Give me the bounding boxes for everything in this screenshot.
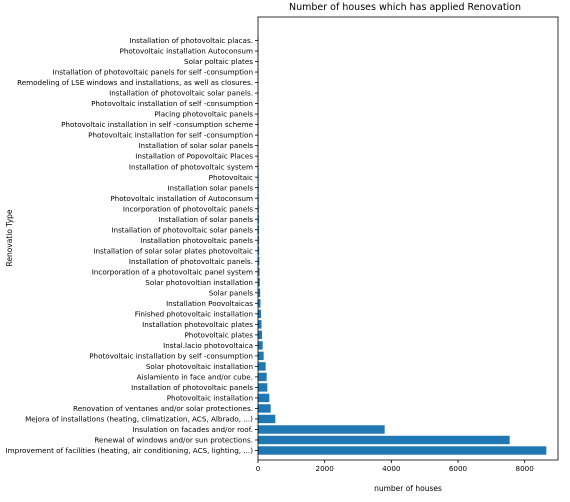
x-tick-label: 6000 <box>449 464 468 473</box>
bar <box>258 362 266 371</box>
bar <box>258 278 260 287</box>
category-label: Installation of solar panels <box>158 215 253 224</box>
category-label: Installation of photovoltaic solar panel… <box>111 225 253 234</box>
category-label: Installation photovoltaic panels <box>140 236 253 245</box>
x-tick-label: 2000 <box>316 464 335 473</box>
bar <box>258 225 259 234</box>
bar <box>258 246 260 255</box>
bar <box>258 383 268 392</box>
category-label: Installation of photovoltaic panels for … <box>53 68 253 77</box>
category-label: Installation of solar solar panels <box>138 141 253 150</box>
bar <box>258 393 270 403</box>
category-label: Solar photovoltian installation <box>145 278 253 287</box>
category-label: Installation of Popovoltaic Places <box>135 152 253 161</box>
category-label: Solar panels <box>209 288 254 297</box>
category-label: Photovoltaic installation by self -consu… <box>89 351 253 360</box>
category-label: Mejora of installations (heating, climat… <box>25 415 253 424</box>
bar <box>258 425 385 434</box>
bar <box>258 215 259 224</box>
category-label: Photovoltaic installation for self -cons… <box>88 131 253 140</box>
plot-frame <box>257 16 559 461</box>
category-label: Improvement of facilities (heating, air … <box>6 446 254 455</box>
bar <box>258 446 547 455</box>
category-label: Incorporation of photovoltaic panels <box>123 204 253 213</box>
category-label: Renewal of windows and/or sun protection… <box>94 436 253 445</box>
category-label: Installation photovoltaic plates <box>142 320 253 329</box>
category-label: Photovoltaic installation of self -consu… <box>91 99 253 108</box>
bars-layer <box>258 36 547 455</box>
category-label: Photovoltaic installation in self -consu… <box>61 120 253 129</box>
x-tick-label: 0 <box>256 464 261 473</box>
bar <box>258 267 260 276</box>
category-label: Solar poltaic plates <box>184 57 253 66</box>
bar <box>258 320 262 329</box>
bar <box>258 299 261 308</box>
x-tick-label: 8000 <box>516 464 535 473</box>
category-label: Placing photovoltaic panels <box>154 110 253 119</box>
category-label: Instal.lacio photovoltaica <box>163 341 253 350</box>
bar <box>258 435 510 445</box>
bar <box>258 236 260 245</box>
x-tick-label: 4000 <box>382 464 401 473</box>
category-label: Installation of solar solar plates photo… <box>93 246 253 255</box>
x-axis-label: number of houses <box>374 484 442 493</box>
category-label: Installation of photovoltaic system <box>129 162 253 171</box>
category-label: Installation of photovoltaic panels. <box>129 257 253 266</box>
bar <box>258 257 260 266</box>
category-label: Photovoltaic installation Autoconsum <box>120 47 253 56</box>
bar <box>258 404 271 413</box>
category-label: Insulation on facades and/or roof. <box>133 425 253 434</box>
bar <box>258 414 276 424</box>
y-axis-label: Renovatio Type <box>5 209 14 266</box>
bar <box>258 204 259 213</box>
category-label: Installation of photovoltaic placas. <box>130 36 254 45</box>
category-label: Photovoltaic installation <box>167 394 253 403</box>
category-label: Installation of photovoltaic panels <box>131 383 253 392</box>
category-label: Solar photovoltaic installation <box>146 362 253 371</box>
category-label: Installation of photovoltaic solar panel… <box>109 89 253 98</box>
category-label: Finished photovoltaic installation <box>135 309 253 318</box>
category-label: Aislamiento in face and/or cube. <box>137 373 253 382</box>
bar <box>258 341 263 350</box>
bar <box>258 351 264 361</box>
category-label: Installation solar panels <box>167 183 253 192</box>
bar <box>258 288 261 298</box>
bar <box>258 372 267 382</box>
x-axis-ticks: 0 2000 4000 6000 8000 <box>256 460 535 473</box>
category-label: Incorporation of a photovoltaic panel sy… <box>92 267 253 276</box>
chart-title: Number of houses which has applied Renov… <box>289 2 521 13</box>
bar <box>258 330 262 340</box>
bar <box>258 309 261 319</box>
category-label: Remodeling of LSE windows and installati… <box>17 78 253 87</box>
category-labels: Improvement of facilities (heating, air … <box>6 36 258 455</box>
category-label: Photovoltaic installation of Autoconsum <box>110 194 253 203</box>
category-label: Photovoltaic plates <box>184 330 253 339</box>
category-label: Installation Poovoltaicas <box>166 299 253 308</box>
category-label: Photovoltaic <box>209 173 253 182</box>
category-label: Renovation of ventanes and/or solar prot… <box>73 404 253 413</box>
